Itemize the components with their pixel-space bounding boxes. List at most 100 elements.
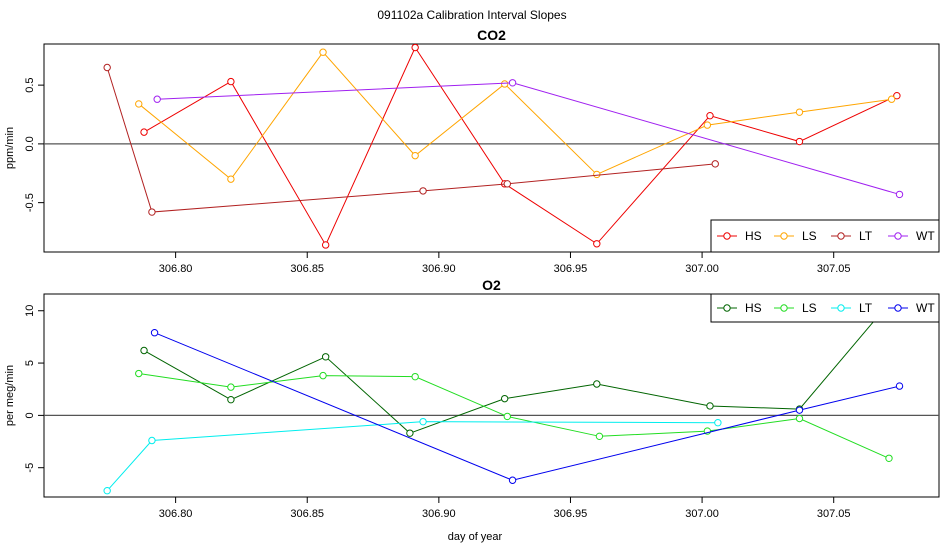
co2-legend-wt-marker <box>894 232 902 240</box>
co2-y-tick-label: 0.0 <box>24 136 36 151</box>
co2-series-hs-point <box>411 44 419 52</box>
co2-legend-lt-label: LT <box>859 229 873 243</box>
o2-series-ls-point <box>885 454 893 462</box>
o2-x-tick-label: 306.85 <box>290 508 324 520</box>
co2-series-ls-point <box>593 170 601 179</box>
co2-series-wt-point <box>153 95 161 103</box>
o2-y-tick-label: 10 <box>24 305 36 317</box>
co2-legend-hs-label: HS <box>745 229 762 243</box>
o2-x-tick-label: 307.05 <box>817 508 851 520</box>
o2-panel-title: O2 <box>482 277 501 293</box>
o2-series-wt-point <box>150 329 159 337</box>
o2-legend-wt-label: WT <box>916 301 935 315</box>
co2-series-ls-line <box>138 51 892 180</box>
o2-panel: O2 306.80 306.85 306.90 306.95 307.00 307.05 -5… <box>4 277 940 520</box>
o2-x-tick-label: 307.00 <box>685 508 719 520</box>
co2-legend: HS LS LT WT <box>710 219 940 253</box>
co2-series-hs-point <box>593 240 601 248</box>
co2-series-hs-point <box>321 241 330 249</box>
co2-x-tick-label: 307.05 <box>817 263 851 275</box>
co2-y-tick-label: 0.5 <box>24 77 36 92</box>
o2-plot-frame <box>43 293 940 498</box>
o2-series-hs-point <box>593 380 601 388</box>
o2-series-hs-point <box>706 402 714 410</box>
o2-x-tick-label: 306.95 <box>554 508 588 520</box>
co2-series-ls-point <box>319 48 327 56</box>
x-axis-label: day of year <box>448 531 503 543</box>
o2-series-lt-point <box>714 419 722 427</box>
o2-series-ls-point <box>135 369 143 378</box>
co2-series-ls-point <box>500 80 509 88</box>
figure-title: 091102a Calibration Interval Slopes <box>377 8 566 22</box>
co2-series-wt-point <box>895 190 904 199</box>
co2-x-tick-label: 306.95 <box>554 263 588 275</box>
o2-series-ls-point <box>595 432 604 441</box>
co2-series-lt-point <box>711 160 719 168</box>
o2-legend-ls-label: LS <box>802 301 817 315</box>
o2-x-tick-label: 306.90 <box>422 508 456 520</box>
o2-legend-ls-marker <box>780 304 788 312</box>
co2-series-ls-point <box>795 108 804 116</box>
co2-series-hs-point <box>893 92 901 100</box>
o2-series-ls-point <box>503 412 511 421</box>
co2-series-hs-line <box>143 46 898 247</box>
co2-legend-ls-label: LS <box>802 229 817 243</box>
co2-series-lt-point <box>148 208 156 216</box>
co2-series-wt-point <box>508 79 517 87</box>
co2-x-tick-label: 306.90 <box>422 263 456 275</box>
co2-series-hs-point <box>706 111 714 120</box>
co2-series-ls-point <box>227 175 235 183</box>
o2-series-lt-point <box>148 436 156 445</box>
co2-series-lt-point <box>103 63 111 72</box>
co2-series-ls-point <box>411 151 419 160</box>
o2-legend-lt-label: LT <box>859 301 873 315</box>
o2-series-wt-point <box>508 476 517 484</box>
o2-legend-lt-marker <box>837 304 845 312</box>
co2-panel-title: CO2 <box>477 27 506 43</box>
co2-series-hs-point <box>140 128 148 136</box>
co2-series-lt-point <box>419 187 427 195</box>
co2-series-ls-point <box>887 95 896 103</box>
o2-series-ls-point <box>227 383 235 391</box>
co2-series-hs-point <box>227 77 235 86</box>
o2-series-hs-point <box>227 395 235 404</box>
o2-legend-hs-label: HS <box>745 301 762 315</box>
co2-series-ls-point <box>135 100 143 108</box>
o2-x-tick-label: 306.80 <box>159 508 193 520</box>
o2-legend-wt-marker <box>894 304 902 312</box>
o2-series-hs-point <box>321 353 330 361</box>
o2-series-ls-point <box>411 372 419 381</box>
co2-legend-wt-label: WT <box>916 229 935 243</box>
o2-y-tick-label: 5 <box>24 360 36 366</box>
o2-legend: HS LS LT WT <box>710 293 940 323</box>
co2-series-ls-point <box>703 121 712 129</box>
o2-y-tick-label: -5 <box>24 463 36 473</box>
co2-y-axis-label: ppm/min <box>4 127 16 169</box>
o2-series-hs-point <box>140 346 148 355</box>
o2-series-lt-point <box>103 487 111 495</box>
co2-panel: CO2 306.80 306.85 306.90 306.95 307.00 307.05 -… <box>4 27 940 275</box>
o2-series-wt-line <box>154 332 900 481</box>
co2-y-tick-label: -0.5 <box>24 193 36 212</box>
co2-x-tick-label: 306.80 <box>159 263 193 275</box>
o2-series-wt-point <box>895 382 904 390</box>
co2-legend-ls-marker <box>780 232 788 240</box>
o2-series-ls-point <box>795 414 804 423</box>
co2-x-tick-label: 306.85 <box>290 263 324 275</box>
o2-series-ls-point <box>319 371 327 380</box>
co2-series-lt-line <box>106 67 716 213</box>
o2-y-axis-label: per meg/min <box>4 365 16 426</box>
co2-plot-frame <box>43 43 940 253</box>
co2-series-group <box>103 44 904 249</box>
o2-series-lt-line <box>106 421 718 492</box>
co2-series-hs-point <box>795 137 804 146</box>
o2-series-wt-point <box>795 406 804 414</box>
co2-legend-lt-marker <box>837 232 845 240</box>
co2-legend-hs-marker <box>723 232 731 240</box>
o2-series-hs-point <box>500 394 509 403</box>
o2-legend-hs-marker <box>723 304 731 312</box>
o2-series-lt-point <box>419 417 427 426</box>
co2-x-tick-label: 307.00 <box>685 263 719 275</box>
co2-series-lt-point <box>503 180 511 188</box>
